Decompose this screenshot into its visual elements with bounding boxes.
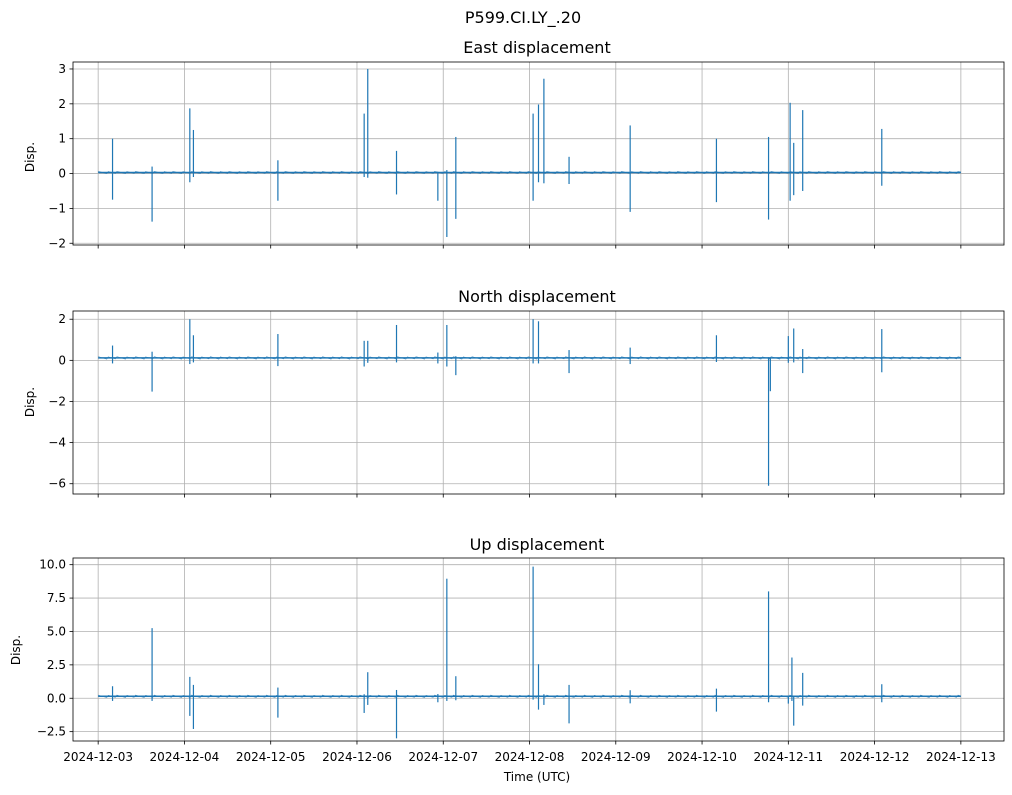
north-ytick-label: −2 (48, 394, 66, 408)
up-axes-frame (72, 557, 1005, 742)
figure-suptitle: P599.CI.LY_.20 (465, 8, 581, 28)
up-xtick-label: 2024-12-13 (926, 750, 996, 764)
north-ytick-label: −4 (48, 436, 66, 450)
up-series-noise (98, 694, 961, 698)
up-ytick-label: 2.5 (47, 658, 66, 672)
east-ytick-label: −2 (48, 236, 66, 250)
up-xtick-label: 2024-12-07 (408, 750, 478, 764)
east-ytick-label: 1 (58, 132, 66, 146)
up-xtick-label: 2024-12-09 (581, 750, 651, 764)
up-xtick-label: 2024-12-05 (236, 750, 306, 764)
north-ytick-label: 0 (58, 353, 66, 367)
east-ytick-label: 0 (58, 167, 66, 181)
east-ytick-label: 3 (58, 62, 66, 76)
up-xtick-label: 2024-12-06 (322, 750, 392, 764)
north-panel-title: North displacement (458, 287, 616, 306)
north-ytick-label: −6 (48, 477, 66, 491)
up-ytick-label: 10.0 (39, 558, 66, 572)
east-ytick-label: −1 (48, 201, 66, 215)
up-ytick-label: 5.0 (47, 624, 66, 638)
north-series-noise (98, 356, 961, 360)
up-ytick-label: −2.5 (37, 725, 66, 739)
north-ytick-label: 2 (58, 312, 66, 326)
up-ytick-label: 0.0 (47, 691, 66, 705)
north-axes-frame (72, 310, 1005, 495)
up-panel-ylabel: Disp. (9, 635, 23, 665)
east-axes-frame (72, 61, 1005, 246)
up-ytick-label: 7.5 (47, 591, 66, 605)
up-xtick-label: 2024-12-10 (667, 750, 737, 764)
east-series-noise (98, 170, 961, 175)
up-panel-title: Up displacement (470, 535, 605, 554)
up-xtick-label: 2024-12-03 (63, 750, 133, 764)
up-displacement-panel: Up displacement Disp. Time (UTC) −2.5 0.0… (9, 535, 1005, 784)
east-panel-title: East displacement (463, 38, 610, 57)
east-displacement-panel: East displacement Disp. −2 −1 0 1 2 3 (23, 38, 1005, 250)
north-displacement-panel: North displacement Disp. −6 −4 −2 0 2 (23, 287, 1005, 498)
up-xtick-label: 2024-12-08 (495, 750, 565, 764)
up-panel-xlabel: Time (UTC) (503, 770, 570, 784)
north-panel-ylabel: Disp. (23, 387, 37, 417)
up-xtick-label: 2024-12-11 (753, 750, 823, 764)
east-panel-ylabel: Disp. (23, 142, 37, 172)
up-xtick-label: 2024-12-04 (150, 750, 220, 764)
up-xtick-label: 2024-12-12 (840, 750, 910, 764)
east-ytick-label: 2 (58, 97, 66, 111)
